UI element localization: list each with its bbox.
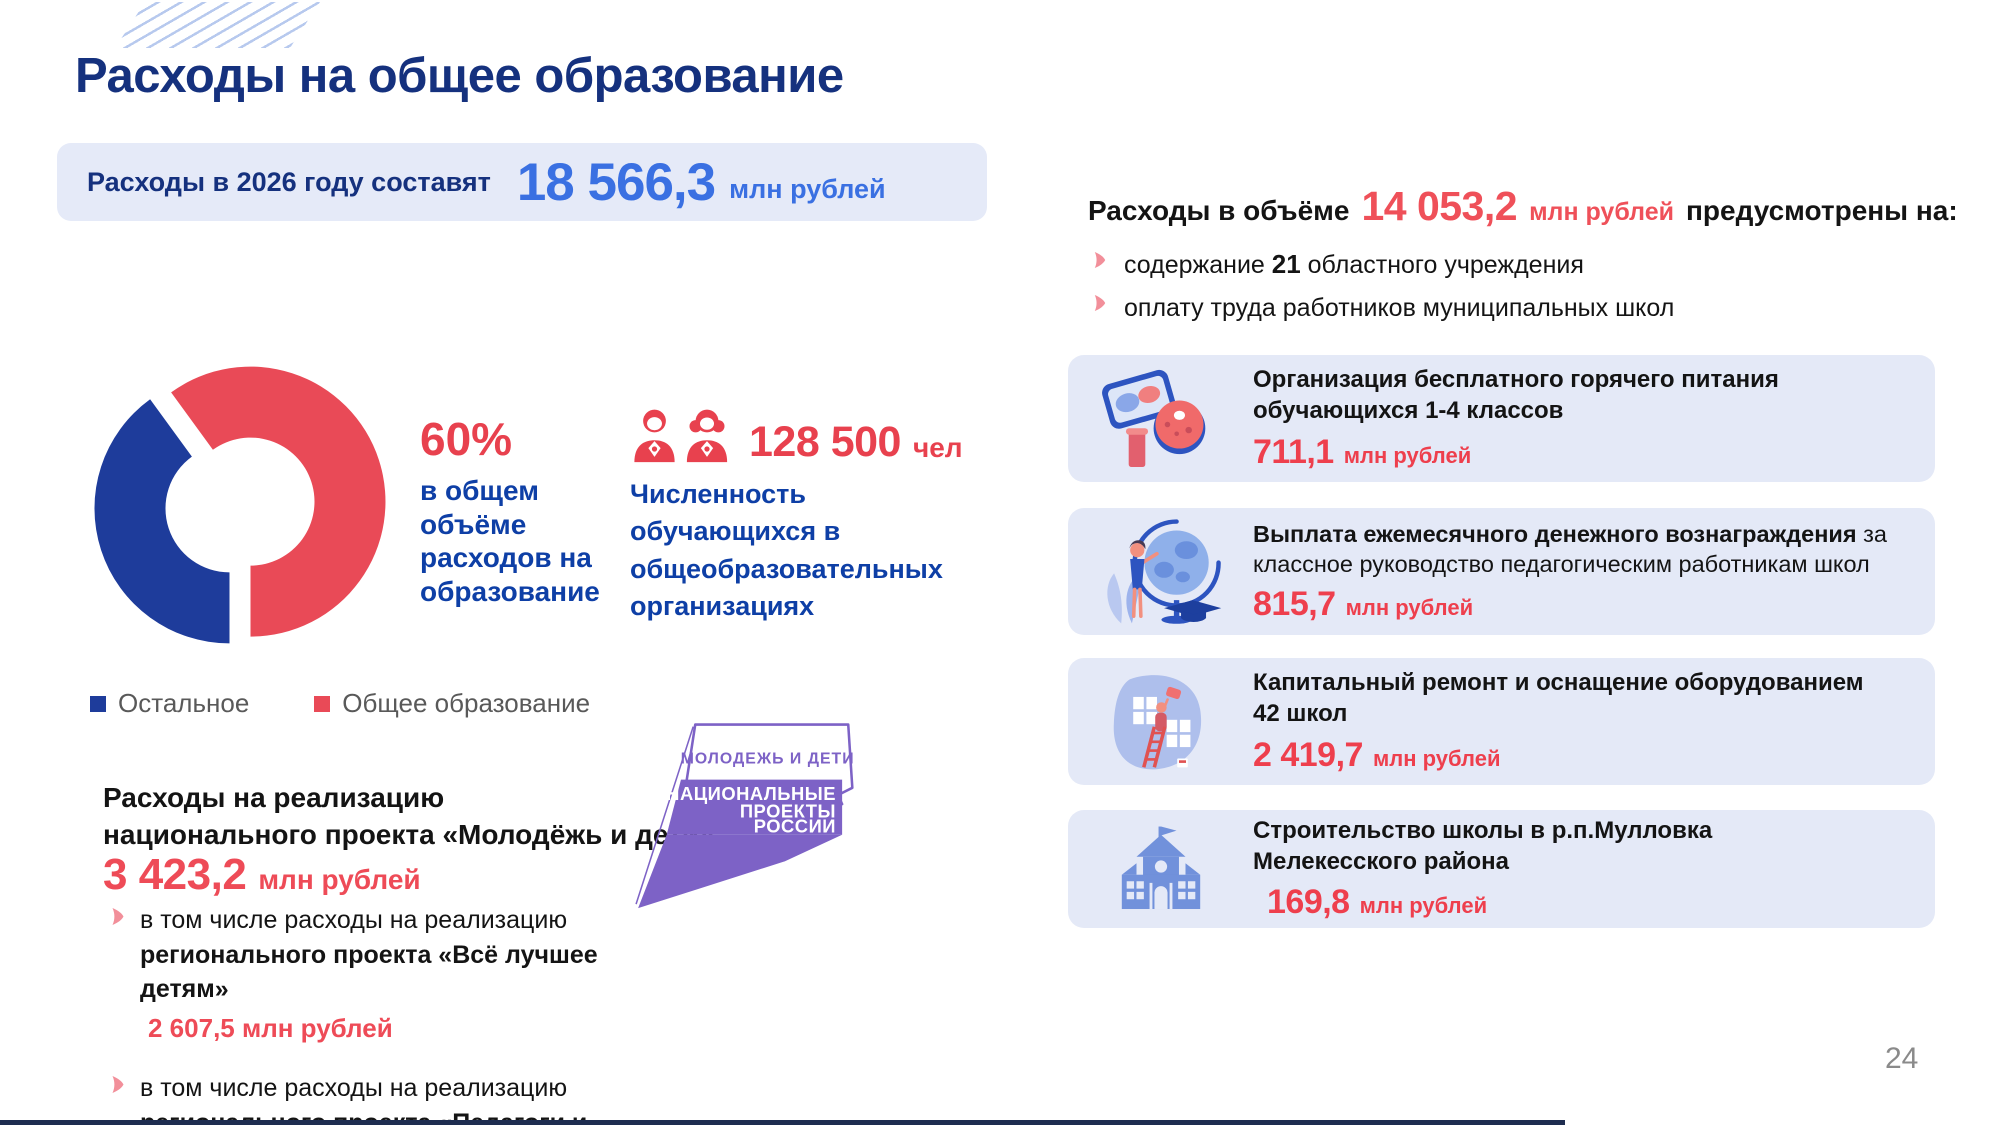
card-value: 2 419,7 — [1253, 735, 1363, 774]
students-block: 128 500 чел Численность обучающихся в об… — [630, 406, 1010, 625]
students-icon — [634, 409, 728, 463]
np-value: 3 423,2 — [103, 850, 247, 899]
banner-value: 18 566,3 — [516, 152, 716, 212]
regional-projects-list: в том числе расходы на реализацию регион… — [110, 903, 670, 1125]
legend-label: Остальное — [118, 688, 250, 718]
np-item-line2: регионального проекта «Всё лучшее детям» — [140, 940, 598, 1004]
list-item: содержание 21 областного учреждения — [1092, 248, 1912, 282]
card-title: Выплата ежемесячного денежного вознаграж… — [1253, 520, 1887, 577]
total-expenses-banner: Расходы в 2026 году составят 18 566,3 мл… — [57, 143, 987, 221]
card-renovation: Капитальный ремонт и оснащение оборудова… — [1068, 658, 1935, 785]
arrow-bullet-icon — [112, 1076, 124, 1094]
bottom-bar — [0, 1120, 1565, 1125]
donut-slice-education — [171, 366, 386, 637]
legend-swatch-blue — [90, 695, 106, 712]
np-unit: млн рублей — [258, 864, 421, 895]
students-count: 128 500 — [749, 418, 901, 466]
list-item: в том числе расходы на реализацию регион… — [110, 1071, 670, 1125]
logo-top-text: МОЛОДЕЖЬ И ДЕТИ — [681, 750, 855, 767]
card-class-supervision: Выплата ежемесячного денежного вознаграж… — [1068, 508, 1935, 635]
school-building-icon — [1121, 826, 1200, 910]
np-heading-line1: Расходы на реализацию — [103, 782, 445, 813]
np-item-line1: в том числе расходы на реализацию — [140, 1074, 568, 1103]
decorative-stripes — [115, 2, 320, 48]
right-intro-suffix: предусмотрены на: — [1685, 195, 1958, 226]
legend-label: Общее образование — [342, 688, 591, 718]
national-projects-logo: МОЛОДЕЖЬ И ДЕТИ НАЦИОНАЛЬНЫЕ ПРОЕКТЫ РОС… — [635, 723, 855, 909]
list-item: в том числе расходы на реализацию регион… — [110, 903, 670, 1046]
card-value: 169,8 — [1267, 883, 1350, 922]
donut-slice-other — [94, 399, 230, 644]
legend-item-other: Остальное — [90, 688, 249, 719]
logo-band-line1: НАЦИОНАЛЬНЫЕ — [666, 783, 836, 804]
legend-item-education: Общее образование — [314, 688, 590, 719]
right-intro-unit: млн рублей — [1529, 198, 1674, 226]
students-caption: Численность обучающихся в общеобразовате… — [630, 479, 943, 621]
donut-chart — [94, 366, 386, 644]
bullet-bold: 21 — [1271, 249, 1301, 279]
arrow-bullet-icon — [1094, 294, 1106, 311]
card-value: 815,7 — [1253, 585, 1336, 624]
card-title: Капитальный ремонт и оснащение оборудова… — [1253, 669, 1864, 727]
card-unit: млн рублей — [1372, 745, 1501, 771]
arrow-bullet-icon — [1094, 251, 1106, 269]
card-title: Организация бесплатного горячего питания… — [1253, 366, 1779, 424]
card-unit: млн рублей — [1343, 442, 1472, 468]
bullet-text: оплату труда работников муниципальных шк… — [1124, 293, 1675, 322]
right-bullet-list: содержание 21 областного учреждения опла… — [1092, 248, 1912, 334]
np-heading-line2: национального проекта «Молодёжь и дети» — [103, 818, 715, 850]
bullet-text: содержание — [1124, 251, 1272, 279]
national-project-heading: Расходы на реализацию национального прое… — [103, 780, 715, 854]
logo-band-line2: ПРОЕКТЫ — [740, 800, 836, 821]
card-value: 711,1 — [1253, 432, 1334, 471]
logo-band-line3: РОССИИ — [754, 816, 836, 837]
card-school-construction: Строительство школы в р.п.Мулловка Мелек… — [1068, 810, 1935, 928]
banner-label: Расходы в 2026 году составят — [87, 166, 491, 197]
national-project-amount: 3 423,2 млн рублей — [103, 850, 421, 900]
legend-swatch-red — [314, 695, 331, 712]
card-hot-meals: Организация бесплатного горячего питания… — [1068, 355, 1935, 482]
np-item-line1: в том числе расходы на реализацию — [140, 906, 568, 934]
donut-callout: 60% в общем объёме расходов на образован… — [420, 412, 630, 608]
students-unit: чел — [912, 431, 963, 463]
page-number: 24 — [1885, 1042, 1919, 1075]
renovation-icon — [1113, 674, 1202, 769]
card-title: Строительство школы в р.п.Мулловка Мелек… — [1253, 816, 1713, 875]
page-title: Расходы на общее образование — [75, 49, 844, 103]
donut-caption: в общем объёме расходов на образование — [420, 475, 600, 607]
right-intro-prefix: Расходы в объёме — [1088, 195, 1350, 226]
school-meal-icon — [1101, 369, 1205, 467]
chart-legend: Остальное Общее образование — [90, 688, 590, 719]
bullet-text: областного учреждения — [1300, 251, 1584, 279]
teacher-globe-icon — [1107, 518, 1222, 624]
donut-percentage: 60% — [420, 413, 513, 465]
banner-unit: млн рублей — [729, 173, 886, 204]
list-item: оплату труда работников муниципальных шк… — [1092, 291, 1912, 325]
card-unit: млн рублей — [1359, 893, 1488, 919]
right-intro-value: 14 053,2 — [1361, 183, 1518, 229]
arrow-bullet-icon — [112, 908, 124, 925]
np-item-money: 2 607,5 млн рублей — [148, 1012, 393, 1043]
right-intro: Расходы в объёме 14 053,2 млн рублей пре… — [1088, 183, 1958, 230]
card-unit: млн рублей — [1345, 595, 1474, 621]
